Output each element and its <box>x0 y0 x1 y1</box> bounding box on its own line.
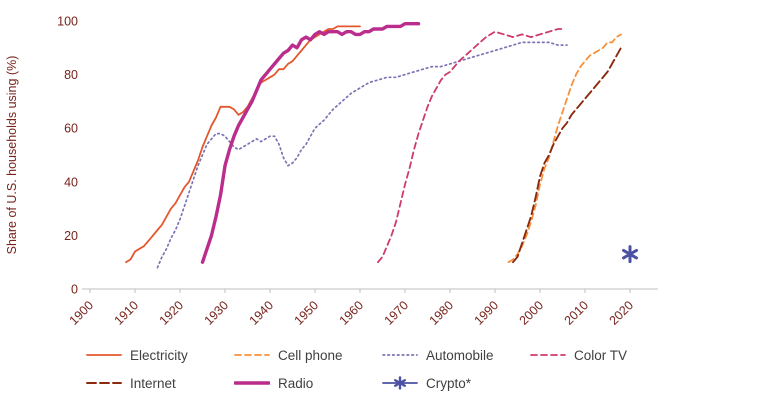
legend-item-electricity: Electricity <box>86 347 234 363</box>
y-tick-label: 100 <box>57 15 78 29</box>
series-color-tv <box>377 28 564 264</box>
y-tick-label: 20 <box>64 229 78 243</box>
legend-item-automobile: Automobile <box>382 347 530 363</box>
series-radio <box>200 22 421 264</box>
y-tick-label: 0 <box>71 283 78 297</box>
legend-item-radio: Radio <box>234 375 382 391</box>
series-crypto <box>622 245 638 264</box>
legend-label: Color TV <box>574 347 628 363</box>
legend-label: Internet <box>130 375 176 391</box>
y-tick-label: 40 <box>64 175 78 189</box>
x-tick-label: 1910 <box>112 298 142 328</box>
series-cell-phone <box>507 33 622 264</box>
legend-swatch-color-tv <box>530 354 566 356</box>
x-tick-label: 1900 <box>67 298 97 328</box>
x-tick-label: 1930 <box>202 298 232 328</box>
x-tick-label: 2000 <box>517 298 547 328</box>
series-internet <box>512 46 622 264</box>
legend-swatch-electricity <box>86 354 122 356</box>
legend-swatch-internet <box>86 382 122 384</box>
asterisk-icon <box>622 248 638 260</box>
tech-adoption-chart: Share of U.S. households using (%) 1900 1… <box>5 15 726 391</box>
series-automobile <box>156 41 568 269</box>
y-tick-label: 60 <box>64 122 78 136</box>
x-tick-label: 2010 <box>562 298 592 328</box>
legend-label: Crypto* <box>426 375 472 391</box>
x-tick-label: 1970 <box>382 298 412 328</box>
legend-label: Radio <box>278 375 314 391</box>
plot-area: Share of U.S. households using (%) 1900 1… <box>5 15 658 328</box>
series-electricity <box>125 25 361 264</box>
legend-swatch-automobile <box>382 354 418 356</box>
x-tick-label: 1980 <box>427 298 457 328</box>
y-axis-title: Share of U.S. households using (%) <box>5 56 19 255</box>
legend-item-internet: Internet <box>86 375 234 391</box>
legend-item-cell-phone: Cell phone <box>234 347 382 363</box>
y-tick-label: 80 <box>64 68 78 82</box>
legend-item-crypto: Crypto* <box>382 375 530 391</box>
legend-label: Automobile <box>426 347 494 363</box>
x-tick-label: 1950 <box>292 298 322 328</box>
x-tick-label: 1990 <box>472 298 502 328</box>
legend-label: Electricity <box>130 347 188 363</box>
x-tick-label: 1940 <box>247 298 277 328</box>
legend-swatch-radio <box>234 381 270 385</box>
legend-swatch-cell-phone <box>234 354 270 356</box>
legend-item-color-tv: Color TV <box>530 347 678 363</box>
legend-swatch-crypto <box>382 376 418 390</box>
legend-label: Cell phone <box>278 347 343 363</box>
x-tick-label: 1960 <box>337 298 367 328</box>
asterisk-icon <box>394 379 406 387</box>
x-tick-label: 2020 <box>607 298 637 328</box>
x-tick-label: 1920 <box>157 298 187 328</box>
chart-legend: Electricity Cell phone Automobile Color TV I… <box>86 347 726 391</box>
